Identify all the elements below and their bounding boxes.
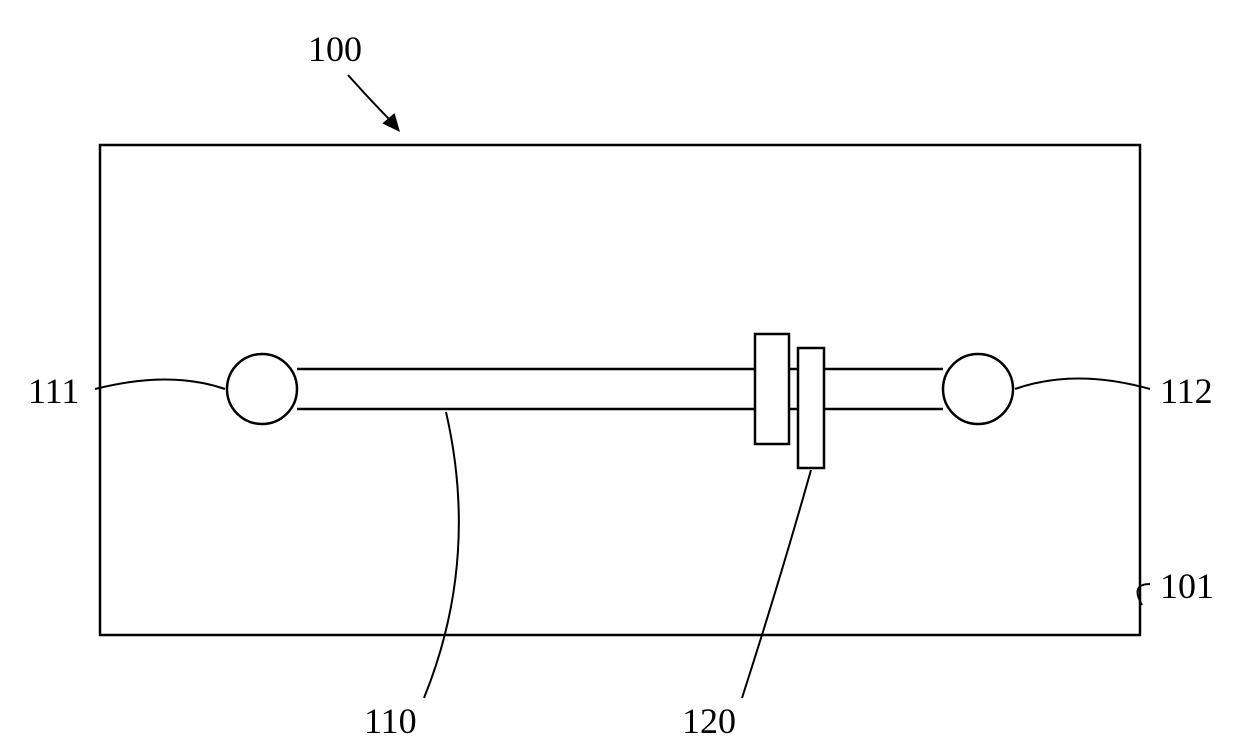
label-112: 112 [1160,370,1213,412]
label-120: 120 [682,700,736,742]
label-101: 101 [1160,565,1214,607]
label-111: 111 [28,370,79,412]
label-110: 110 [364,700,417,742]
label-100: 100 [308,28,362,70]
patent-diagram [0,0,1239,755]
